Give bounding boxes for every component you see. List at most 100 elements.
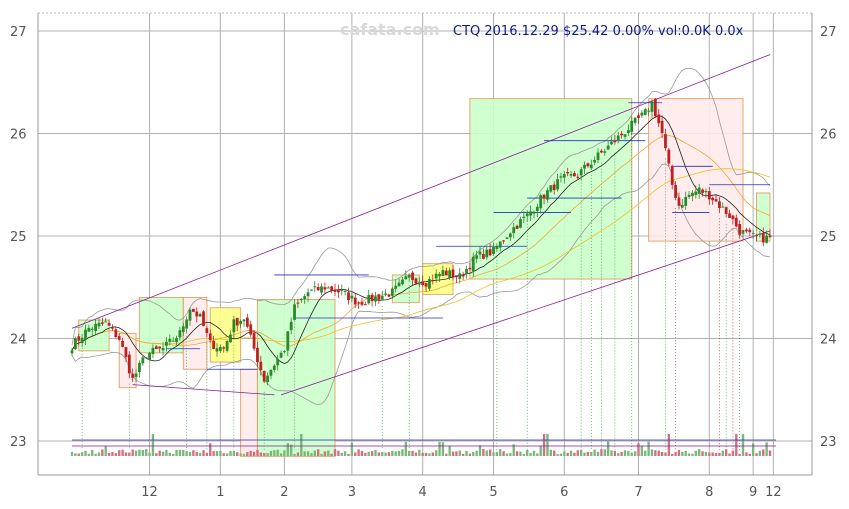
candle-body	[586, 163, 590, 167]
range-boxes	[78, 98, 771, 457]
volume-bar	[377, 452, 381, 456]
candle-body	[401, 279, 404, 285]
volume-bar	[367, 451, 370, 456]
candle-body	[630, 120, 634, 132]
candle-body	[212, 341, 216, 349]
volume-bar	[408, 450, 411, 456]
volume-bar	[681, 451, 684, 456]
volume-bar	[401, 449, 404, 456]
volume-bar	[219, 450, 222, 456]
candle-body	[215, 348, 219, 352]
candle-body	[522, 216, 526, 218]
candle-body	[124, 347, 128, 358]
candle-body	[87, 327, 91, 332]
candle-body	[100, 322, 104, 324]
volume-bar	[512, 444, 515, 456]
candle-body	[208, 333, 212, 341]
volume-bar	[168, 452, 171, 456]
volume-bar	[205, 452, 209, 456]
volume-bar	[542, 434, 546, 456]
volume-bar	[387, 452, 391, 456]
candle-body	[434, 273, 438, 279]
volume-bar	[97, 452, 101, 456]
volume-bar	[728, 453, 731, 456]
volume-bar	[640, 445, 644, 456]
candle-body	[141, 357, 145, 364]
volume-bar	[502, 451, 505, 456]
candle-body	[289, 321, 293, 331]
trend-line-lower	[280, 230, 771, 396]
volume-bar	[101, 449, 104, 456]
bollinger-lower	[71, 163, 771, 405]
volume-bar	[644, 450, 647, 456]
candle-body	[640, 112, 644, 116]
ma-short	[71, 115, 771, 365]
candle-body	[202, 311, 205, 327]
candle-body	[377, 294, 381, 300]
candle-body	[232, 319, 236, 333]
volume-bar	[465, 450, 468, 456]
candle-body	[684, 196, 688, 206]
volume-bar	[660, 451, 664, 456]
volume-bar	[360, 450, 364, 456]
volume-bar	[539, 445, 542, 456]
candle-body	[161, 348, 165, 351]
volume-bar	[721, 450, 724, 456]
ma-long	[71, 168, 771, 351]
candle-body	[643, 109, 647, 115]
volume-bars	[70, 434, 776, 456]
volume-bar	[448, 445, 451, 456]
volume-bar	[404, 441, 408, 456]
candlesticks	[70, 97, 772, 386]
volume-bar	[131, 449, 134, 456]
volume-bar	[647, 441, 650, 456]
y-tick-label-right: 26	[820, 128, 837, 143]
volume-bar	[283, 450, 286, 456]
candle-body	[455, 275, 458, 278]
candle-body	[718, 201, 721, 208]
candle-body	[694, 191, 698, 196]
candle-body	[552, 184, 556, 191]
volume-bar	[674, 451, 677, 456]
candle-body	[428, 278, 431, 289]
volume-bar	[202, 450, 205, 456]
candle-body	[127, 354, 131, 374]
candle-body	[721, 206, 725, 208]
candle-body	[239, 320, 242, 325]
volume-bar	[687, 453, 691, 456]
chart-header: CTQ 2016.12.29 $25.42 0.00% vol:0.0K 0.0…	[453, 24, 744, 39]
candle-body	[94, 323, 98, 331]
volume-bar	[468, 453, 472, 456]
volume-bar	[333, 449, 337, 456]
candle-body	[431, 279, 435, 281]
candle-body	[707, 191, 711, 200]
volume-bar	[256, 449, 259, 456]
candle-body	[330, 286, 334, 291]
candle-body	[438, 274, 441, 277]
candle-body	[343, 290, 347, 292]
volume-bar	[94, 453, 97, 456]
watermark: cafata.com	[340, 20, 440, 39]
candle-body	[761, 233, 765, 243]
volume-bar	[617, 453, 620, 456]
candle-body	[562, 174, 566, 178]
volume-bar	[165, 449, 168, 456]
volume-bar	[320, 453, 323, 456]
range-box	[256, 299, 336, 457]
volume-bar	[397, 450, 401, 456]
candle-body	[697, 187, 701, 194]
candle-body	[320, 286, 323, 293]
candle-body	[768, 235, 772, 238]
volume-bar	[751, 443, 755, 456]
candle-body	[363, 304, 367, 306]
volume-bar	[667, 434, 671, 456]
candle-body	[724, 207, 728, 215]
candle-body	[478, 251, 482, 255]
volume-bar	[654, 450, 657, 456]
volume-bar	[526, 449, 529, 456]
volume-bar	[215, 450, 219, 456]
volume-bar	[569, 450, 573, 456]
candle-body	[390, 288, 394, 296]
volume-bar	[330, 453, 333, 456]
